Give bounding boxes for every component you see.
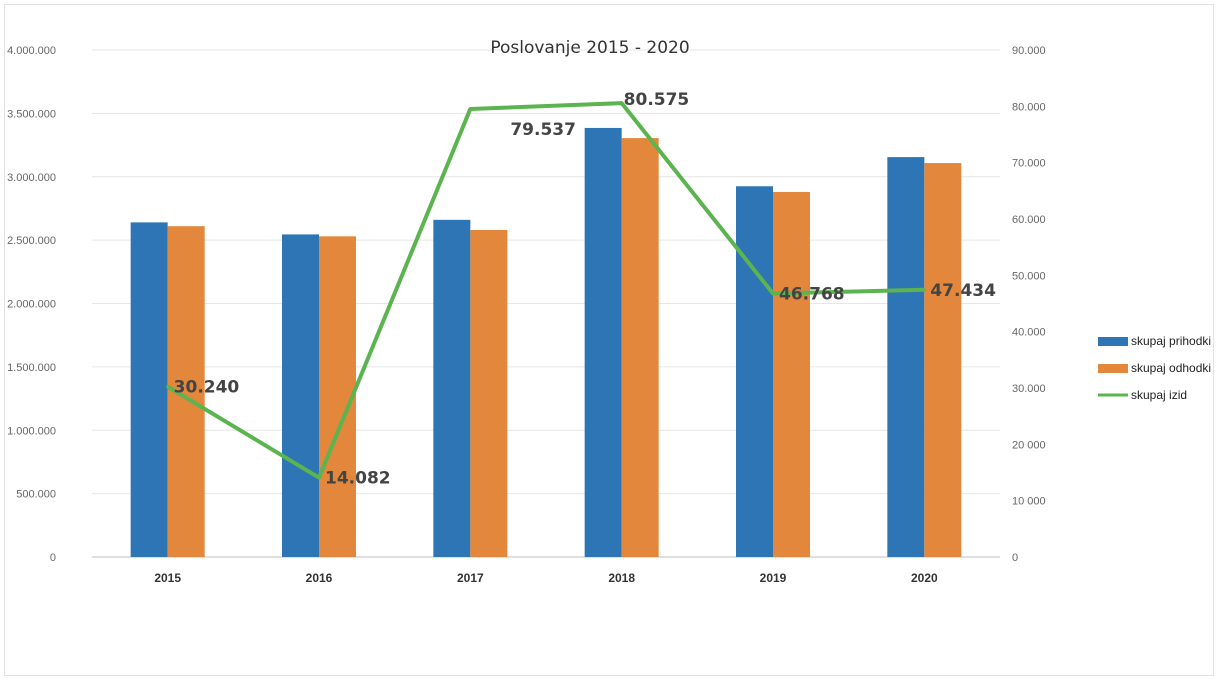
bar-skupaj-prihodki-2015 <box>130 222 168 557</box>
x-tick-label: 2015 <box>154 571 181 585</box>
right-tick-label: 70.000 <box>1012 158 1046 170</box>
bar-skupaj-prihodki-2016 <box>282 234 319 557</box>
x-axis-ticks: 2015 2016 2017 2018 2019 2020 <box>154 571 938 585</box>
right-tick-label: 80.000 <box>1012 101 1046 113</box>
right-tick-label: 90.000 <box>1012 45 1046 57</box>
left-tick-label: 2.000.000 <box>7 299 56 311</box>
legend-swatch <box>1098 364 1128 373</box>
bar-skupaj-odhodki-2016 <box>319 236 356 557</box>
bars <box>130 127 962 558</box>
left-tick-label: 1.000.000 <box>7 425 56 437</box>
chart-frame <box>4 4 1214 676</box>
line-data-label: 14.082 <box>325 469 391 489</box>
bar-skupaj-odhodki-2018 <box>621 138 659 557</box>
line-skupaj-izid <box>166 101 925 480</box>
left-tick-label: 500.000 <box>16 489 56 501</box>
line-data-label: 30.240 <box>174 378 240 398</box>
right-tick-label: 10 000 <box>1012 496 1046 508</box>
chart-title: Poslovanje 2015 - 2020 <box>490 38 689 58</box>
line-series <box>166 101 926 480</box>
legend-swatch <box>1098 337 1128 346</box>
right-tick-label: 20 000 <box>1012 439 1046 451</box>
x-tick-label: 2020 <box>911 571 938 585</box>
left-tick-label: 3.500.000 <box>7 108 56 120</box>
bar-skupaj-odhodki-2020 <box>924 163 962 557</box>
x-tick-label: 2019 <box>760 571 787 585</box>
bar-skupaj-prihodki-2019 <box>736 186 773 557</box>
right-tick-label: 0 <box>1012 552 1018 564</box>
left-tick-label: 2.500.000 <box>7 235 56 247</box>
legend: skupaj prihodki skupaj odhodki skupaj izid <box>1098 334 1211 402</box>
legend-label: skupaj odhodki <box>1131 361 1211 375</box>
right-axis-ticks: 0 10 000 20 000 30.000 40.000 50.000 60.000 70.… <box>1012 45 1046 564</box>
left-tick-label: 1.500.000 <box>7 362 56 374</box>
left-tick-label: 4.000.000 <box>7 45 56 57</box>
line-point <box>620 101 624 105</box>
legend-label: skupaj izid <box>1131 388 1187 402</box>
legend-label: skupaj prihodki <box>1131 334 1211 348</box>
line-data-label: 47.434 <box>930 281 996 301</box>
line-point <box>166 385 170 389</box>
bar-skupaj-prihodki-2018 <box>584 127 622 558</box>
bar-skupaj-prihodki-2017 <box>433 219 471 557</box>
x-tick-label: 2018 <box>608 571 635 585</box>
right-tick-label: 40.000 <box>1012 327 1046 339</box>
left-axis-ticks: 0 500.000 1.000.000 1.500.000 2.000.000 2.500… <box>7 45 56 564</box>
right-tick-label: 30.000 <box>1012 383 1046 395</box>
bar-skupaj-odhodki-2017 <box>470 229 508 558</box>
x-tick-label: 2017 <box>457 571 484 585</box>
line-data-label: 46.768 <box>779 285 845 305</box>
x-tick-label: 2016 <box>306 571 333 585</box>
bar-skupaj-prihodki-2020 <box>887 157 925 557</box>
left-tick-label: 0 <box>50 552 56 564</box>
line-point <box>922 288 926 292</box>
line-data-label: 79.537 <box>510 120 576 140</box>
left-tick-label: 3.000.000 <box>7 172 56 184</box>
right-tick-label: 50.000 <box>1012 270 1046 282</box>
line-point <box>468 107 472 111</box>
data-labels: 30.240 14.082 79.537 80.575 46.768 47.434 <box>174 90 996 489</box>
line-point <box>317 476 321 480</box>
line-point <box>771 292 775 296</box>
bar-skupaj-odhodki-2019 <box>773 191 810 557</box>
right-tick-label: 60.000 <box>1012 214 1046 226</box>
line-data-label: 80.575 <box>624 90 690 110</box>
gridlines <box>92 49 1000 558</box>
